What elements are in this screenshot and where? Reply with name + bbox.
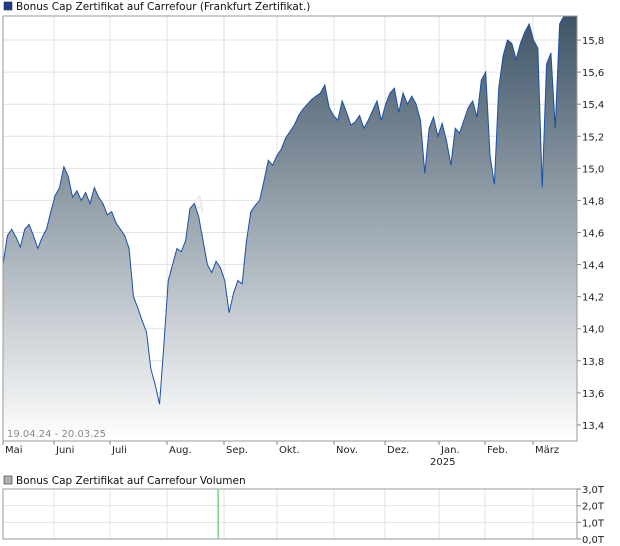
price-legend-label: Bonus Cap Zertifikat auf Carrefour (Fran… [16, 1, 310, 13]
price-x-tick-label: Jan. [440, 445, 460, 456]
price-x-tick-label: Juni [55, 445, 74, 456]
price-y-tick-label: 13,6 [582, 389, 604, 400]
price-x-tick-label: Juli [111, 445, 127, 456]
volume-legend-swatch [3, 475, 13, 485]
price-y-tick-label: 14,6 [582, 229, 604, 240]
volume-grid [2, 488, 577, 540]
volume-y-axis: 3,0T 2,0T 1,0T 0,0T [577, 485, 605, 546]
volume-y-tick-label: 1,0T [582, 518, 605, 529]
price-y-tick-label: 15,8 [582, 36, 604, 47]
price-y-axis: 15,8 15,6 15,4 15,2 15,0 14,8 14,6 14,4 14,2 14,0… [577, 36, 604, 432]
volume-y-tick-label: 0,0T [582, 535, 605, 546]
price-y-tick-label: 14,4 [582, 261, 604, 272]
price-x-tick-label: Okt. [279, 445, 300, 456]
price-x-tick-label: Aug. [169, 445, 192, 456]
price-series-line [2, 15, 577, 405]
price-x-tick-label: Mai [5, 445, 23, 456]
date-range-label: 19.04.24 - 20.03.25 [7, 429, 106, 440]
price-area [3, 16, 577, 441]
price-x-axis: Mai Juni Juli Aug. Sep. Okt. Nov. Dez. Jan. Feb. M… [2, 441, 559, 468]
price-x-tick-label: Nov. [336, 445, 358, 456]
price-y-tick-label: 15,0 [582, 164, 604, 175]
price-y-tick-label: 15,2 [582, 132, 604, 143]
price-y-tick-label: 13,8 [582, 357, 604, 368]
price-plot-frame [2, 15, 578, 442]
price-legend-swatch [3, 1, 13, 11]
volume-y-tick-label: 3,0T [582, 485, 605, 496]
volume-y-tick-label: 2,0T [582, 502, 605, 513]
price-x-tick-label: Sep. [226, 445, 248, 456]
price-y-tick-label: 15,4 [582, 100, 604, 111]
price-x-tick-label: Dez. [387, 445, 409, 456]
price-y-tick-label: 15,6 [582, 68, 604, 79]
price-y-tick-label: 14,0 [582, 325, 604, 336]
price-x-year-label: 2025 [430, 457, 455, 468]
price-y-tick-label: 14,8 [582, 196, 604, 207]
volume-legend-label: Bonus Cap Zertifikat auf Carrefour Volum… [16, 475, 246, 487]
price-x-tick-label: Feb. [487, 445, 508, 456]
volume-plot-frame [2, 488, 578, 540]
price-y-tick-label: 14,2 [582, 293, 604, 304]
price-y-tick-label: 13,4 [582, 421, 604, 432]
price-x-tick-label: März [535, 445, 559, 456]
